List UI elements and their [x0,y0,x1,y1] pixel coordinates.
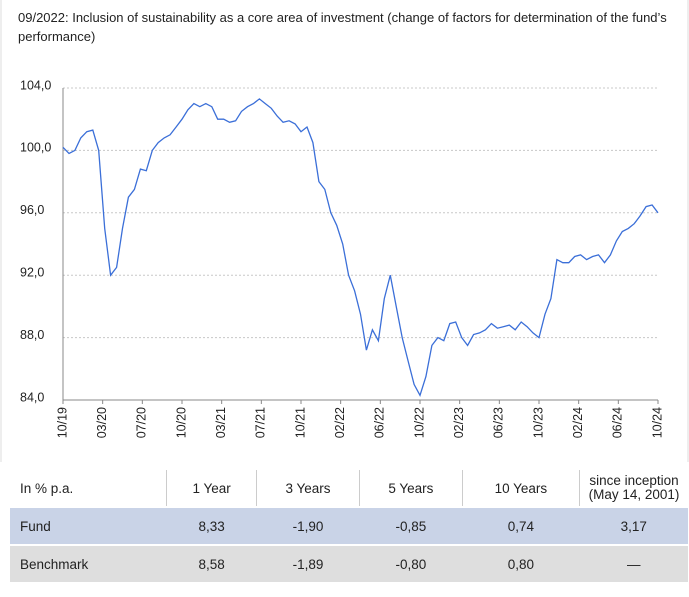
header-cell: 3 Years [256,470,360,507]
x-tick-label: 07/20 [135,407,149,438]
y-tick-label: 100,0 [20,141,51,155]
x-tick-label: 03/21 [214,407,228,438]
cell: 3,17 [579,506,688,545]
chart: 84,0 88,0 92,0 96,0 100,0 104,0 10/19 03/20 07/2… [0,0,689,462]
y-tick-label: 88,0 [20,328,44,342]
x-tick-label: 10/21 [293,407,307,438]
header-cell: In % p.a. [20,480,74,496]
x-tick-label: 03/20 [95,407,109,438]
y-tick-label: 104,0 [20,78,51,92]
y-tick-label: 84,0 [20,390,44,404]
line [62,98,659,397]
cell: -1,90 [256,506,360,545]
y-tick-label: 92,0 [20,265,44,279]
cell: 0,80 [462,544,580,582]
cell: 0,74 [462,506,580,545]
table-row: Fund 8,33 -1,90 -0,85 0,74 3,17 [10,506,688,545]
performance-table: In % p.a. 1 Year 3 Years 5 Years 10 Year… [10,470,688,582]
x-tick-label: 10/22 [412,407,426,438]
cell: 8,33 [166,506,257,545]
x-tick-label: 06/23 [492,407,506,438]
header-cell: 10 Years [461,470,580,507]
header-cell: since inception (May 14, 2001) [579,470,688,507]
x-tick-label: 02/23 [452,407,466,438]
header-cell: 1 Year [166,470,257,507]
x-tick-label: 07/21 [254,407,268,438]
x-tick-label: 10/24 [650,407,664,438]
x-tick-label: 06/24 [611,407,625,438]
x-tick-label: 10/23 [531,407,545,438]
x-tick-label: 02/22 [333,407,347,438]
cell: -0,80 [359,544,463,582]
x-tick-label: 10/19 [55,407,69,438]
cell: 8,58 [166,544,257,582]
table-row: Benchmark 8,58 -1,89 -0,80 0,80 — [10,544,688,582]
cell: -1,89 [256,544,360,582]
cell: Benchmark [10,544,167,582]
x-tick-label: 10/20 [174,407,188,438]
cell: — [579,544,688,582]
y-tick-label: 96,0 [20,203,44,217]
chart-title: 09/2022: Inclusion of sustainability as … [18,10,667,44]
x-tick-label: 06/22 [373,407,387,438]
header-cell: 5 Years [358,470,463,507]
cell: Fund [10,506,167,545]
x-tick-label: 02/24 [571,407,585,438]
table-header: In % p.a. 1 Year 3 Years 5 Years 10 Year… [10,470,688,507]
cell: -0,85 [359,506,463,545]
